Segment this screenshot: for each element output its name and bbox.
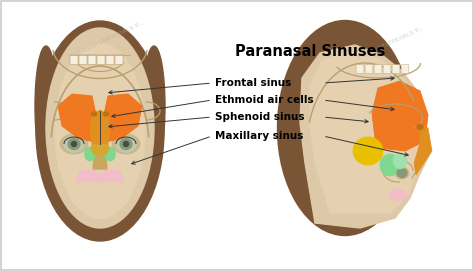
Ellipse shape — [36, 21, 164, 241]
Ellipse shape — [46, 28, 154, 228]
FancyBboxPatch shape — [401, 64, 409, 73]
FancyBboxPatch shape — [97, 54, 105, 64]
FancyBboxPatch shape — [374, 64, 382, 73]
FancyBboxPatch shape — [79, 54, 87, 64]
Ellipse shape — [72, 141, 76, 147]
Ellipse shape — [116, 136, 136, 152]
Polygon shape — [310, 51, 425, 213]
Ellipse shape — [393, 153, 407, 169]
Ellipse shape — [395, 167, 409, 179]
Ellipse shape — [91, 112, 97, 116]
Ellipse shape — [104, 147, 116, 161]
Ellipse shape — [143, 46, 165, 166]
Ellipse shape — [91, 140, 109, 156]
FancyBboxPatch shape — [106, 54, 114, 64]
Ellipse shape — [84, 147, 95, 161]
Polygon shape — [76, 170, 96, 182]
Ellipse shape — [389, 189, 407, 201]
Text: Frontal sinus: Frontal sinus — [215, 78, 291, 88]
Text: Ethmoid air cells: Ethmoid air cells — [215, 95, 314, 105]
Ellipse shape — [112, 134, 140, 154]
Ellipse shape — [55, 44, 145, 218]
Ellipse shape — [277, 21, 412, 235]
Polygon shape — [372, 81, 428, 151]
Ellipse shape — [380, 154, 400, 176]
Polygon shape — [104, 170, 124, 182]
Text: Sphenoid sinus: Sphenoid sinus — [215, 112, 304, 122]
Polygon shape — [90, 110, 110, 144]
Text: ©2020 STATPEARLS P...: ©2020 STATPEARLS P... — [356, 26, 424, 61]
Polygon shape — [414, 125, 432, 175]
Text: Maxillary sinus: Maxillary sinus — [215, 131, 303, 141]
Text: Paranasal Sinuses: Paranasal Sinuses — [235, 44, 385, 60]
Ellipse shape — [35, 46, 57, 166]
Ellipse shape — [60, 134, 88, 154]
Ellipse shape — [68, 138, 80, 150]
FancyBboxPatch shape — [365, 64, 373, 73]
FancyBboxPatch shape — [88, 54, 96, 64]
Polygon shape — [93, 148, 107, 169]
FancyBboxPatch shape — [392, 64, 400, 73]
FancyBboxPatch shape — [383, 64, 391, 73]
Ellipse shape — [103, 112, 109, 116]
Text: ©2020 STATPEARLS P...: ©2020 STATPEARLS P... — [76, 21, 144, 56]
FancyBboxPatch shape — [356, 64, 364, 73]
Ellipse shape — [124, 141, 128, 147]
Ellipse shape — [397, 169, 407, 178]
Ellipse shape — [353, 137, 383, 165]
Ellipse shape — [64, 136, 84, 152]
Ellipse shape — [120, 138, 132, 150]
FancyBboxPatch shape — [115, 54, 123, 64]
Polygon shape — [58, 94, 98, 141]
FancyBboxPatch shape — [70, 54, 78, 64]
Polygon shape — [102, 94, 142, 141]
Ellipse shape — [95, 173, 105, 183]
Ellipse shape — [417, 124, 423, 130]
Polygon shape — [300, 45, 430, 228]
